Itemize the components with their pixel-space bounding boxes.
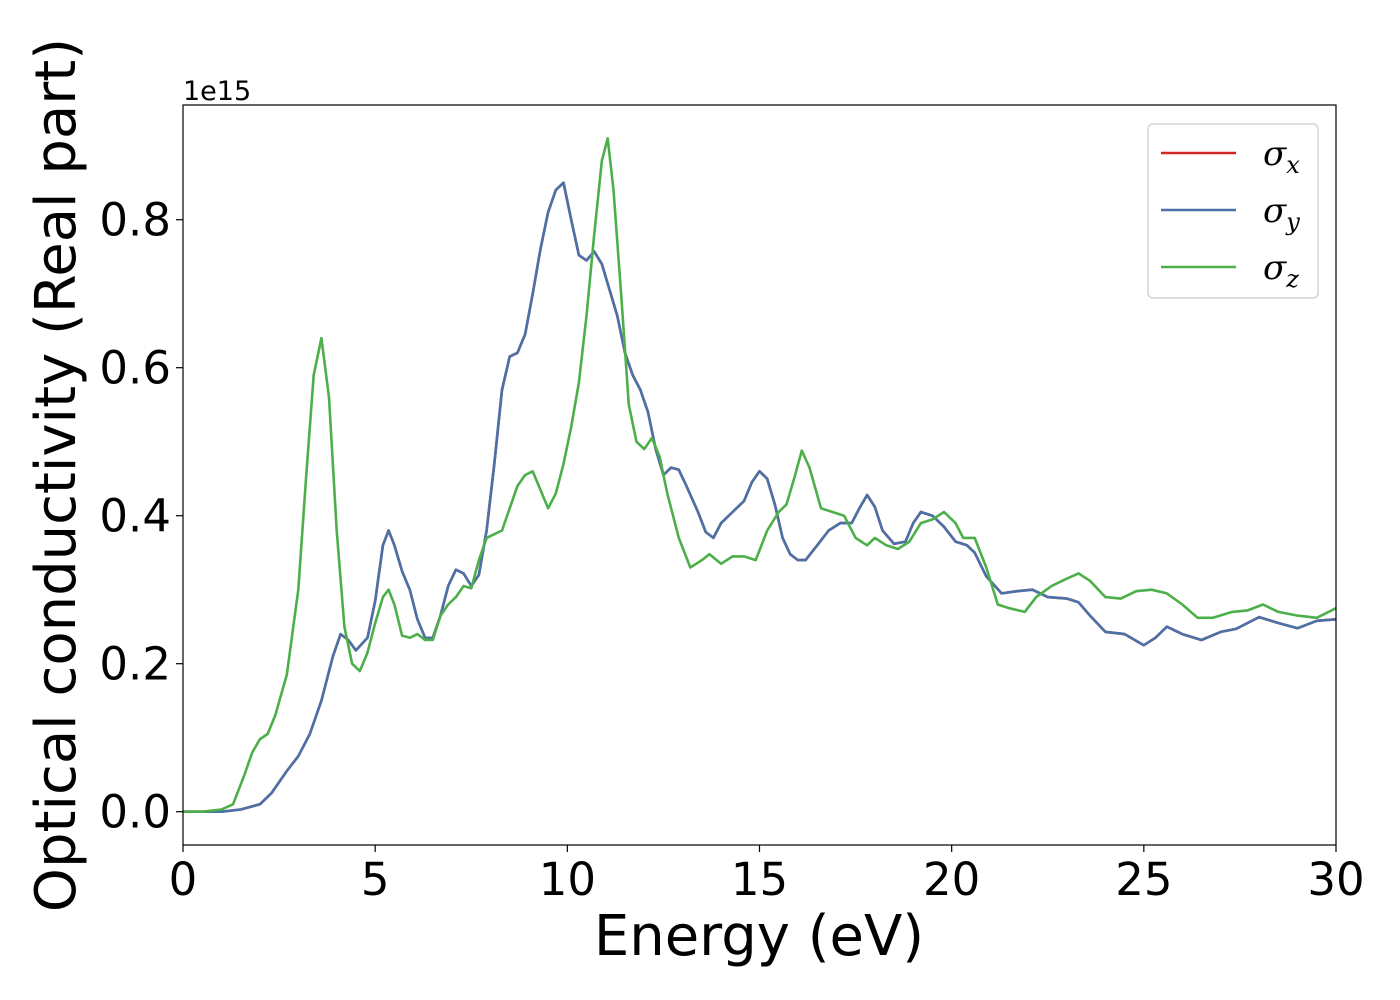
x-tick-label: 25 [1115, 853, 1172, 906]
x-axis-label: Energy (eV) [594, 904, 924, 969]
x-tick-label: 10 [539, 853, 596, 906]
y-tick-label: 0.4 [99, 490, 171, 543]
y-axis-offset-label: 1e15 [183, 76, 251, 107]
y-axis-label: Optical conductivity (Real part) [24, 38, 89, 912]
x-tick-label: 15 [731, 853, 788, 906]
y-axis-ticks: 0.0 0.2 0.4 0.6 0.8 [99, 194, 183, 839]
y-tick-label: 0.6 [99, 342, 171, 395]
x-tick-label: 5 [361, 853, 390, 906]
x-tick-label: 30 [1307, 853, 1364, 906]
x-tick-label: 20 [923, 853, 980, 906]
y-tick-label: 0.0 [99, 786, 171, 839]
x-tick-label: 0 [169, 853, 198, 906]
y-tick-label: 0.2 [99, 638, 171, 691]
x-axis-ticks: 0 5 10 15 20 25 30 [169, 845, 1365, 906]
y-tick-label: 0.8 [99, 194, 171, 247]
